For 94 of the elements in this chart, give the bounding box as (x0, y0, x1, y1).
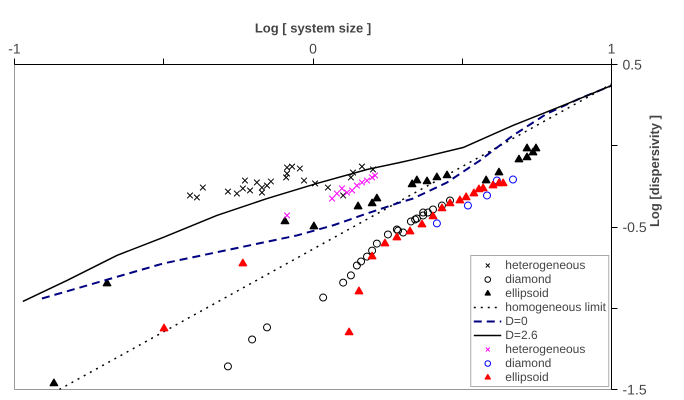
point (417, 219, 426, 228)
point (234, 190, 240, 197)
point (354, 182, 360, 189)
y-tick-label: -1.5 (622, 382, 647, 398)
point (268, 178, 274, 185)
point (522, 152, 532, 160)
legend-label: D=2.6 (505, 328, 538, 342)
point (498, 178, 508, 186)
point (372, 172, 378, 179)
point (312, 180, 318, 187)
point (300, 177, 308, 184)
legend-label: heterogeneous (505, 258, 586, 272)
point (368, 246, 376, 255)
y-tick-label: -0.5 (622, 219, 647, 235)
point (464, 202, 472, 210)
point (357, 257, 366, 266)
point (494, 167, 504, 176)
x-tick-label: -1 (8, 40, 21, 56)
point (324, 184, 332, 191)
point (372, 193, 382, 202)
point (424, 208, 432, 217)
legend-label: diamond (505, 356, 552, 370)
legend-label: heterogeneous (505, 342, 586, 356)
point (224, 188, 232, 195)
point (328, 195, 336, 202)
point (200, 184, 206, 191)
point (344, 327, 354, 336)
point (432, 219, 441, 228)
x-axis-title: Log [ system size ] (254, 20, 372, 36)
point (483, 191, 492, 200)
point (258, 189, 266, 196)
point (422, 176, 432, 184)
point (284, 170, 290, 177)
point (339, 278, 348, 287)
y-tick-label: 0.5 (622, 56, 642, 72)
point (428, 211, 438, 220)
point (319, 294, 328, 302)
point (384, 230, 392, 238)
legend-label: homogeneous limit (505, 300, 606, 314)
point (263, 323, 272, 332)
point (455, 195, 464, 204)
point (368, 251, 377, 260)
point (469, 188, 478, 196)
point (442, 170, 452, 178)
point (280, 216, 290, 224)
point (372, 240, 381, 248)
point (348, 174, 354, 181)
point (224, 362, 232, 370)
legend-label: ellipsoid (505, 286, 549, 300)
x-tick-label: 1 (608, 40, 616, 56)
point (354, 201, 363, 210)
point (508, 176, 517, 184)
legend-label: diamond (505, 272, 552, 286)
point (482, 175, 491, 184)
y-axis-title: Log [dispersivity ] (647, 115, 662, 227)
point (406, 226, 415, 234)
point (350, 169, 356, 176)
point (102, 278, 112, 286)
point (368, 198, 377, 206)
point (238, 258, 248, 266)
point (160, 323, 169, 332)
point (334, 190, 340, 197)
point (254, 179, 260, 186)
point (412, 175, 422, 184)
point (368, 174, 376, 181)
point (248, 335, 256, 344)
point (370, 166, 376, 173)
point (419, 211, 428, 220)
point (358, 163, 366, 170)
point (406, 217, 415, 226)
point (338, 185, 346, 192)
point (399, 228, 408, 237)
point (522, 143, 532, 152)
legend-label: D=0 (505, 314, 528, 328)
point (363, 252, 372, 261)
legend-label: ellipsoid (505, 370, 549, 384)
point (380, 238, 390, 246)
point (514, 154, 524, 162)
point (242, 177, 248, 184)
point (492, 176, 501, 185)
point (49, 378, 58, 386)
x-tick-label: 0 (309, 40, 318, 56)
point (309, 221, 318, 230)
point (346, 271, 355, 280)
point (352, 262, 361, 270)
point (462, 192, 471, 200)
point (282, 174, 290, 181)
point (284, 212, 290, 219)
point (340, 192, 346, 199)
point (354, 286, 364, 294)
point (392, 232, 402, 240)
point (488, 180, 498, 188)
point (428, 205, 437, 214)
point (419, 208, 428, 217)
